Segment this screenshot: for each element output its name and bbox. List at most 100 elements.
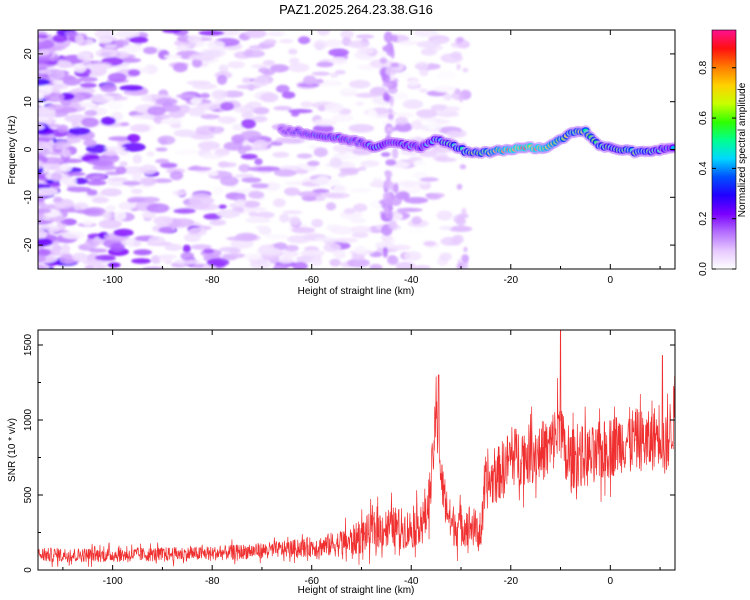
noise-blob (220, 176, 239, 187)
noise-blob (98, 219, 122, 229)
noise-blob (139, 164, 158, 175)
noise-blob (324, 102, 344, 113)
noise-blob (121, 142, 146, 152)
noise-blob (75, 209, 101, 215)
noise-blob (127, 69, 141, 77)
noise-blob (290, 111, 300, 117)
noise-blob (61, 244, 71, 254)
noise-streak (390, 194, 402, 206)
noise-blob (163, 54, 182, 59)
noise-blob (250, 64, 270, 69)
noise-blob (148, 236, 166, 245)
noise-blob (45, 226, 61, 233)
noise-blob (446, 130, 464, 138)
snr-ticks: -100 -80 -60 -40 -20 0 0 500 1000 1500 (23, 330, 675, 587)
noise-blob (286, 235, 311, 244)
noise-streak (463, 246, 468, 253)
noise-blob (310, 256, 323, 267)
snr-xtick-label: -40 (404, 576, 419, 587)
noise-blob (411, 216, 422, 225)
noise-blob (213, 186, 225, 195)
noise-blob (155, 158, 170, 164)
noise-blob (288, 57, 300, 65)
noise-blob (262, 59, 276, 66)
noise-streak (381, 72, 391, 84)
noise-blob (393, 72, 413, 78)
noise-streak (389, 95, 394, 107)
noise-blob (67, 177, 77, 186)
noise-blob (280, 250, 299, 258)
noise-blob (242, 200, 261, 208)
noise-streak (391, 147, 399, 159)
noise-blob (160, 118, 183, 125)
noise-blob (436, 210, 453, 221)
noise-blob (330, 72, 339, 78)
noise-blob (264, 234, 289, 240)
colorbar: 0.0 0.2 0.4 0.6 0.8 Normalized spectral ampl… (698, 29, 748, 276)
noise-blob (243, 49, 265, 58)
noise-streak (461, 254, 470, 263)
noise-blob (349, 79, 371, 89)
noise-streak (451, 236, 462, 246)
noise-blob (206, 40, 225, 49)
noise-blob (218, 204, 227, 210)
noise-blob (426, 193, 441, 200)
noise-blob (85, 175, 101, 180)
noise-blob (238, 164, 251, 173)
noise-blob (399, 40, 421, 46)
noise-blob (104, 44, 118, 49)
noise-blob (274, 169, 297, 177)
noise-blob (334, 237, 359, 243)
noise-blob (413, 265, 431, 269)
noise-streak (456, 216, 466, 226)
noise-blob (79, 101, 97, 109)
noise-blob (350, 225, 372, 234)
snr-xtick-label: -60 (304, 576, 319, 587)
noise-blob (262, 70, 275, 76)
noise-blob (61, 231, 85, 240)
noise-streak (462, 263, 469, 269)
noise-blob (104, 146, 126, 151)
noise-blob (174, 259, 201, 265)
noise-blob (223, 141, 246, 151)
noise-blob (312, 188, 330, 193)
noise-blob (153, 216, 173, 226)
noise-blob (207, 171, 219, 177)
noise-blob (147, 106, 166, 116)
noise-blob (55, 140, 72, 147)
noise-blob (52, 79, 63, 85)
noise-blob (130, 188, 143, 194)
noise-blob (430, 104, 449, 112)
noise-streak (454, 88, 461, 95)
noise-blob (84, 265, 95, 269)
noise-blob (127, 198, 145, 203)
noise-blob (227, 61, 245, 69)
noise-blob (59, 254, 76, 264)
noise-blob (353, 203, 368, 212)
spectrogram-xtick-label: 0 (608, 275, 614, 286)
noise-blob (393, 92, 409, 100)
noise-blob (266, 31, 285, 37)
noise-blob (316, 61, 334, 68)
noise-blob (100, 116, 116, 126)
noise-blob (250, 183, 269, 189)
noise-streak (387, 255, 399, 266)
noise-blob (408, 78, 420, 87)
noise-blob (355, 101, 365, 106)
noise-blob (68, 127, 91, 135)
noise-blob (402, 99, 424, 110)
noise-blob (275, 84, 290, 93)
noise-blob (160, 162, 178, 169)
snr-xtick-label: -80 (205, 576, 220, 587)
noise-blob (200, 114, 220, 120)
noise-blob (410, 120, 423, 130)
noise-blob (198, 30, 225, 36)
noise-blob (172, 190, 186, 196)
noise-blob (92, 161, 115, 167)
noise-blob (53, 196, 63, 204)
noise-blob (332, 113, 354, 122)
noise-blob (60, 219, 77, 225)
noise-blob (325, 39, 343, 48)
noise-blob (243, 253, 262, 260)
